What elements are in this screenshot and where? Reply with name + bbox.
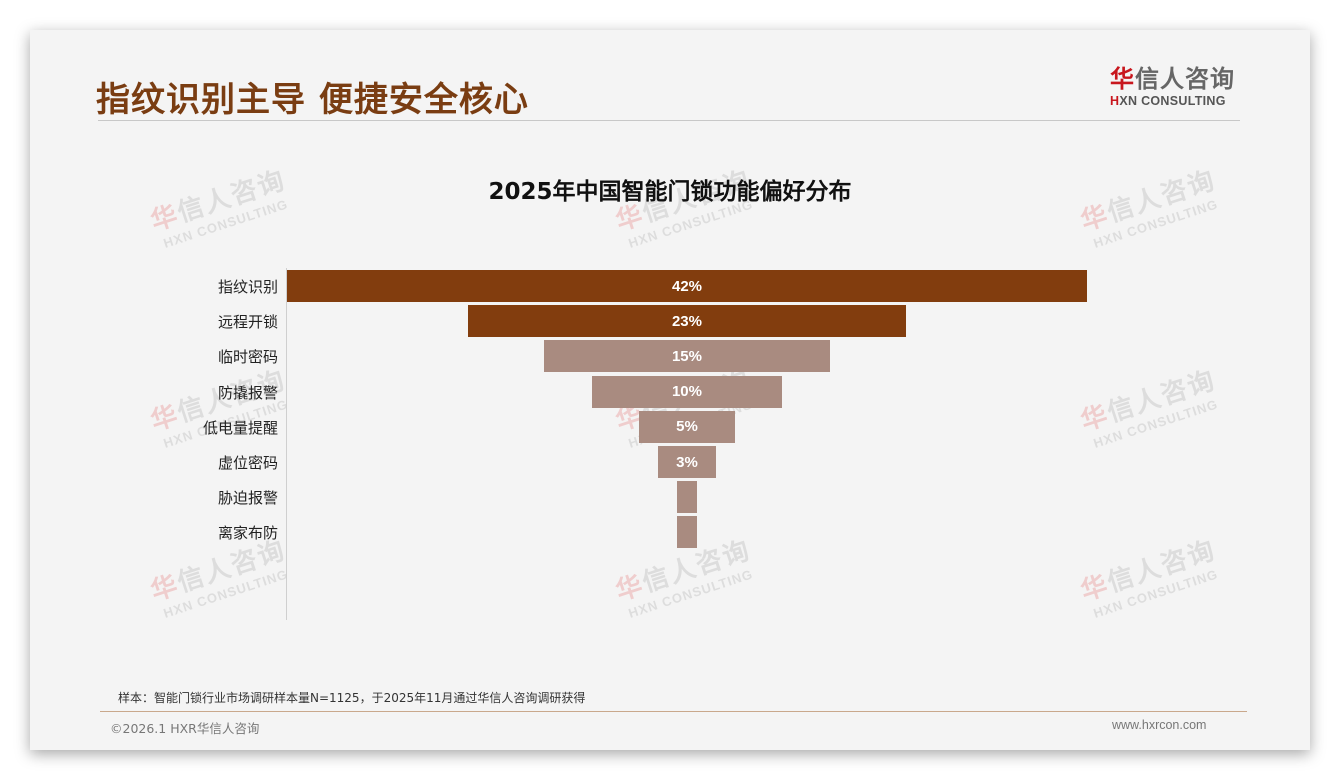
- funnel-bar: 10%: [591, 375, 783, 408]
- category-label: 低电量提醒: [202, 418, 278, 437]
- category-label: 离家布防: [217, 524, 278, 543]
- sample-note: 样本：智能门锁行业市场调研样本量N=1125，于2025年11月通过华信人咨询调…: [118, 691, 586, 705]
- chart-title: 2025年中国智能门锁功能偏好分布: [488, 179, 852, 205]
- bar-value-label: 23%: [671, 312, 702, 330]
- header-divider: [98, 120, 1240, 121]
- funnel-bar: 23%: [467, 305, 907, 338]
- funnel-bar: 15%: [544, 340, 830, 373]
- funnel-bar: [677, 516, 697, 549]
- logo-en: HXN CONSULTING: [1110, 94, 1226, 108]
- funnel-bar: 5%: [639, 410, 735, 443]
- bar-value-label: 42%: [671, 277, 703, 295]
- bar-value-label: 10%: [671, 383, 702, 401]
- category-label: 虚位密码: [217, 454, 278, 472]
- bar-value-label: 15%: [671, 347, 702, 365]
- category-label: 临时密码: [217, 348, 278, 367]
- funnel-bar: 42%: [287, 270, 1087, 302]
- bar-value-label: 5%: [676, 418, 698, 436]
- website-link[interactable]: www.hxrcon.com: [1112, 718, 1207, 732]
- category-label: 胁迫报警: [217, 489, 278, 508]
- category-axis-line: [286, 268, 287, 620]
- logo-cn: 华信人咨询: [1110, 65, 1235, 93]
- company-logo: 华信人咨询 HXN CONSULTING: [1110, 66, 1240, 108]
- page-title: 指纹识别主导 便捷安全核心: [96, 80, 529, 120]
- category-label: 远程开锁: [217, 313, 278, 332]
- category-label: 防撬报警: [217, 383, 278, 402]
- footer-divider: [100, 711, 1247, 712]
- copyright: ©2026.1 HXR华信人咨询: [110, 721, 260, 736]
- funnel-bar: 3%: [658, 446, 716, 478]
- bar-value-label: 3%: [676, 453, 698, 471]
- category-label: 指纹识别: [217, 278, 278, 296]
- slide: 指纹识别主导 便捷安全核心 华信人咨询 HXN CONSULTING 华信人咨询…: [30, 30, 1310, 750]
- funnel-bar: [677, 481, 697, 514]
